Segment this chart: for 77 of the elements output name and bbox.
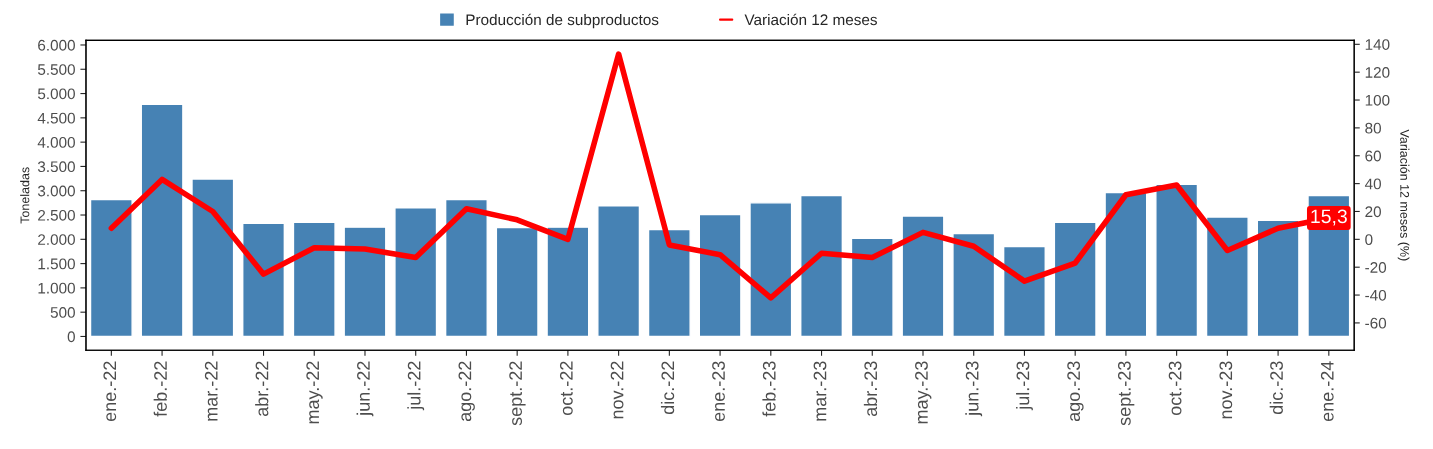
y-tick-label: 0: [67, 331, 75, 343]
y2-tick-label: 20: [1365, 206, 1381, 218]
bar: [597, 205, 641, 338]
x-tick-label: may.-22: [306, 361, 323, 424]
x-tick-label: may.-23: [915, 361, 932, 424]
x-tick-label: sept.-22: [509, 361, 526, 426]
bar: [901, 215, 945, 338]
bar: [394, 207, 438, 338]
x-tick-label: jun.-23: [965, 361, 983, 417]
y-tick-label: 2.000: [38, 234, 75, 245]
bar: [952, 232, 996, 338]
y2-tick-label: 140: [1365, 39, 1390, 50]
bar: [191, 178, 235, 338]
x-tick-label: jul.-23: [1016, 361, 1033, 411]
x-tick-label: ago.-22: [458, 361, 475, 422]
legend-label: Producción de subproductos: [466, 13, 659, 29]
bar: [343, 226, 387, 338]
y2-tick-label: 0: [1365, 234, 1373, 246]
bar: [647, 228, 691, 338]
y-tick-label: 500: [50, 307, 75, 318]
bar: [800, 194, 844, 338]
x-tick-label: sept.-23: [1117, 361, 1135, 426]
y2-axis-title: Variación 12 meses (%): [1397, 129, 1410, 261]
y2-tick-label: -40: [1365, 289, 1387, 301]
x-tick-label: dic.-22: [660, 361, 675, 415]
bar: [444, 198, 488, 338]
x-tick-label: nov.-22: [610, 361, 624, 419]
y2-tick-label: 100: [1365, 94, 1390, 106]
bar: [1002, 245, 1046, 338]
bar: [495, 226, 539, 338]
y-tick-label: 4.500: [37, 112, 75, 124]
y2-tick-label: -20: [1365, 262, 1387, 273]
bar: [1256, 219, 1300, 338]
y2-tick-label: 40: [1364, 178, 1381, 190]
bar: [89, 198, 133, 338]
x-tick-label: ene.-22: [103, 361, 117, 422]
bar: [1205, 216, 1249, 338]
y-tick-label: 5.500: [37, 64, 75, 75]
bar: [140, 103, 184, 338]
y-tick-label: 5.000: [37, 88, 75, 100]
x-tick-label: ago.-23: [1067, 361, 1084, 422]
x-tick-label: ene.-23: [712, 361, 725, 422]
y2-tick-label: -60: [1365, 317, 1387, 329]
x-tick-label: dic.-23: [1269, 361, 1283, 415]
x-tick-label: oct.-23: [1168, 361, 1182, 416]
y2-tick-label: 120: [1365, 67, 1390, 78]
x-tick-label: ene.-24: [1320, 361, 1334, 422]
legend-label: Variación 12 meses: [744, 13, 877, 26]
x-tick-label: abr.-22: [255, 361, 269, 417]
y2-tick-label: 60: [1365, 150, 1381, 162]
y-tick-label: 4.000: [37, 137, 75, 148]
y-axis-title: Toneladas: [20, 167, 30, 224]
y-tick-label: 3.000: [37, 185, 75, 197]
x-tick-label: nov.-23: [1219, 361, 1233, 419]
x-tick-label: jul.-22: [407, 361, 425, 411]
x-tick-label: oct.-22: [559, 361, 573, 416]
x-tick-label: abr.-23: [863, 361, 878, 417]
y-tick-label: 1.000: [38, 282, 75, 294]
y2-tick-label: 80: [1365, 122, 1381, 134]
bar: [1155, 183, 1199, 338]
bar: [292, 221, 336, 338]
y-tick-label: 3.500: [37, 161, 75, 173]
x-tick-label: mar.-23: [813, 361, 827, 421]
x-tick-label: jun.-22: [356, 361, 374, 417]
bar: [242, 222, 286, 338]
y-tick-label: 6.000: [38, 39, 75, 51]
bar: [1053, 221, 1097, 338]
x-tick-label: mar.-22: [204, 361, 218, 421]
y-tick-label: 1.500: [38, 258, 75, 270]
bar: [850, 237, 894, 338]
bar: [1104, 191, 1148, 338]
x-tick-label: feb.-23: [762, 361, 776, 417]
y-tick-label: 2.500: [38, 209, 75, 221]
x-tick-label: feb.-22: [153, 361, 167, 417]
bar: [698, 213, 742, 338]
bar: [546, 226, 590, 338]
bar: [749, 202, 793, 338]
